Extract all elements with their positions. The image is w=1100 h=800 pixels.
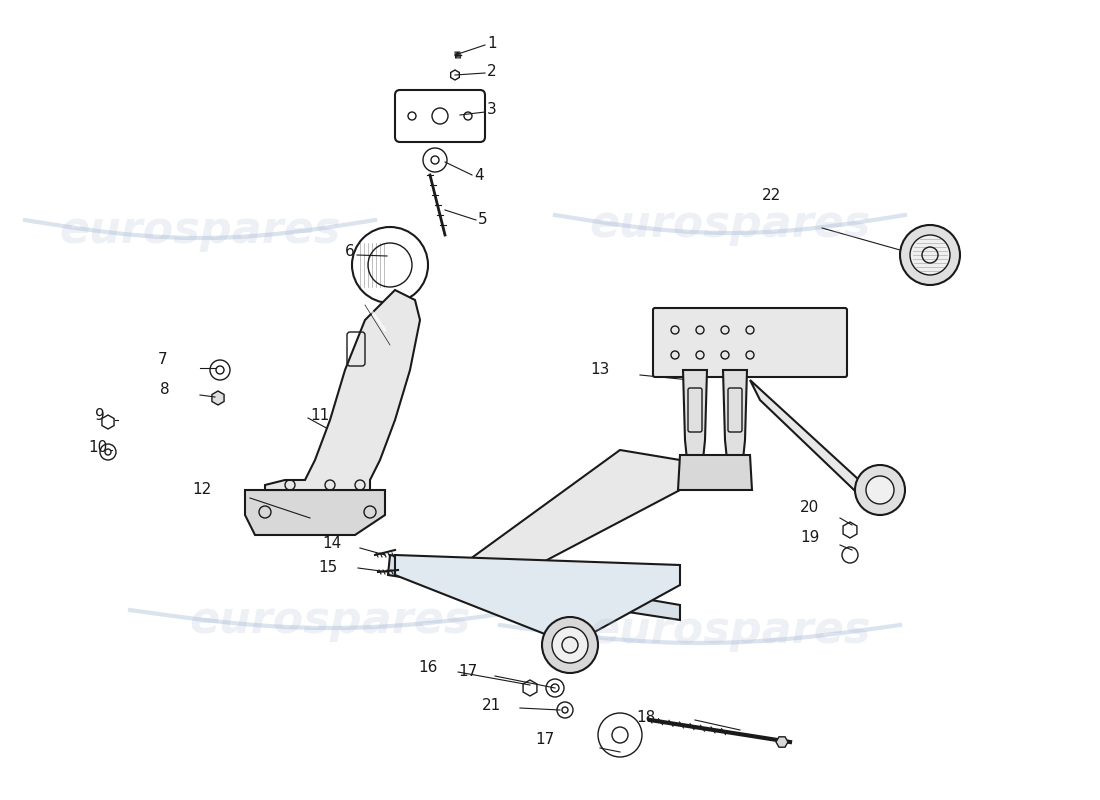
- Text: 5: 5: [478, 213, 487, 227]
- Polygon shape: [212, 391, 224, 405]
- Circle shape: [866, 476, 894, 504]
- Polygon shape: [265, 290, 420, 490]
- Text: 7: 7: [158, 353, 167, 367]
- Text: 13: 13: [590, 362, 609, 378]
- Text: 17: 17: [458, 665, 477, 679]
- Text: eurospares: eurospares: [189, 598, 471, 642]
- Text: 15: 15: [318, 561, 338, 575]
- Text: eurospares: eurospares: [590, 609, 871, 651]
- Text: eurospares: eurospares: [59, 209, 341, 251]
- Polygon shape: [678, 455, 752, 490]
- Text: 12: 12: [192, 482, 211, 498]
- Polygon shape: [683, 370, 707, 460]
- Text: 18: 18: [636, 710, 656, 726]
- Text: 21: 21: [482, 698, 502, 714]
- Text: 19: 19: [800, 530, 820, 546]
- Polygon shape: [245, 490, 385, 535]
- Polygon shape: [395, 555, 680, 665]
- Circle shape: [900, 225, 960, 285]
- Circle shape: [552, 627, 589, 663]
- Text: 3: 3: [487, 102, 497, 118]
- Text: 11: 11: [310, 407, 329, 422]
- Text: 10: 10: [88, 441, 108, 455]
- FancyBboxPatch shape: [653, 308, 847, 377]
- Text: 20: 20: [800, 501, 820, 515]
- Polygon shape: [723, 370, 747, 460]
- Text: 2: 2: [487, 65, 496, 79]
- Polygon shape: [388, 555, 680, 620]
- Text: eurospares: eurospares: [590, 203, 871, 246]
- Text: 8: 8: [160, 382, 169, 398]
- Text: 1: 1: [487, 35, 496, 50]
- Text: 17: 17: [535, 733, 554, 747]
- Circle shape: [542, 617, 598, 673]
- Polygon shape: [776, 737, 788, 747]
- Polygon shape: [455, 450, 680, 590]
- Polygon shape: [750, 380, 874, 510]
- Text: 4: 4: [474, 167, 484, 182]
- Circle shape: [855, 465, 905, 515]
- Text: 14: 14: [322, 535, 341, 550]
- Text: 22: 22: [762, 187, 781, 202]
- Text: 6: 6: [345, 245, 355, 259]
- Text: 16: 16: [418, 661, 438, 675]
- Text: 9: 9: [95, 407, 104, 422]
- Circle shape: [910, 235, 950, 275]
